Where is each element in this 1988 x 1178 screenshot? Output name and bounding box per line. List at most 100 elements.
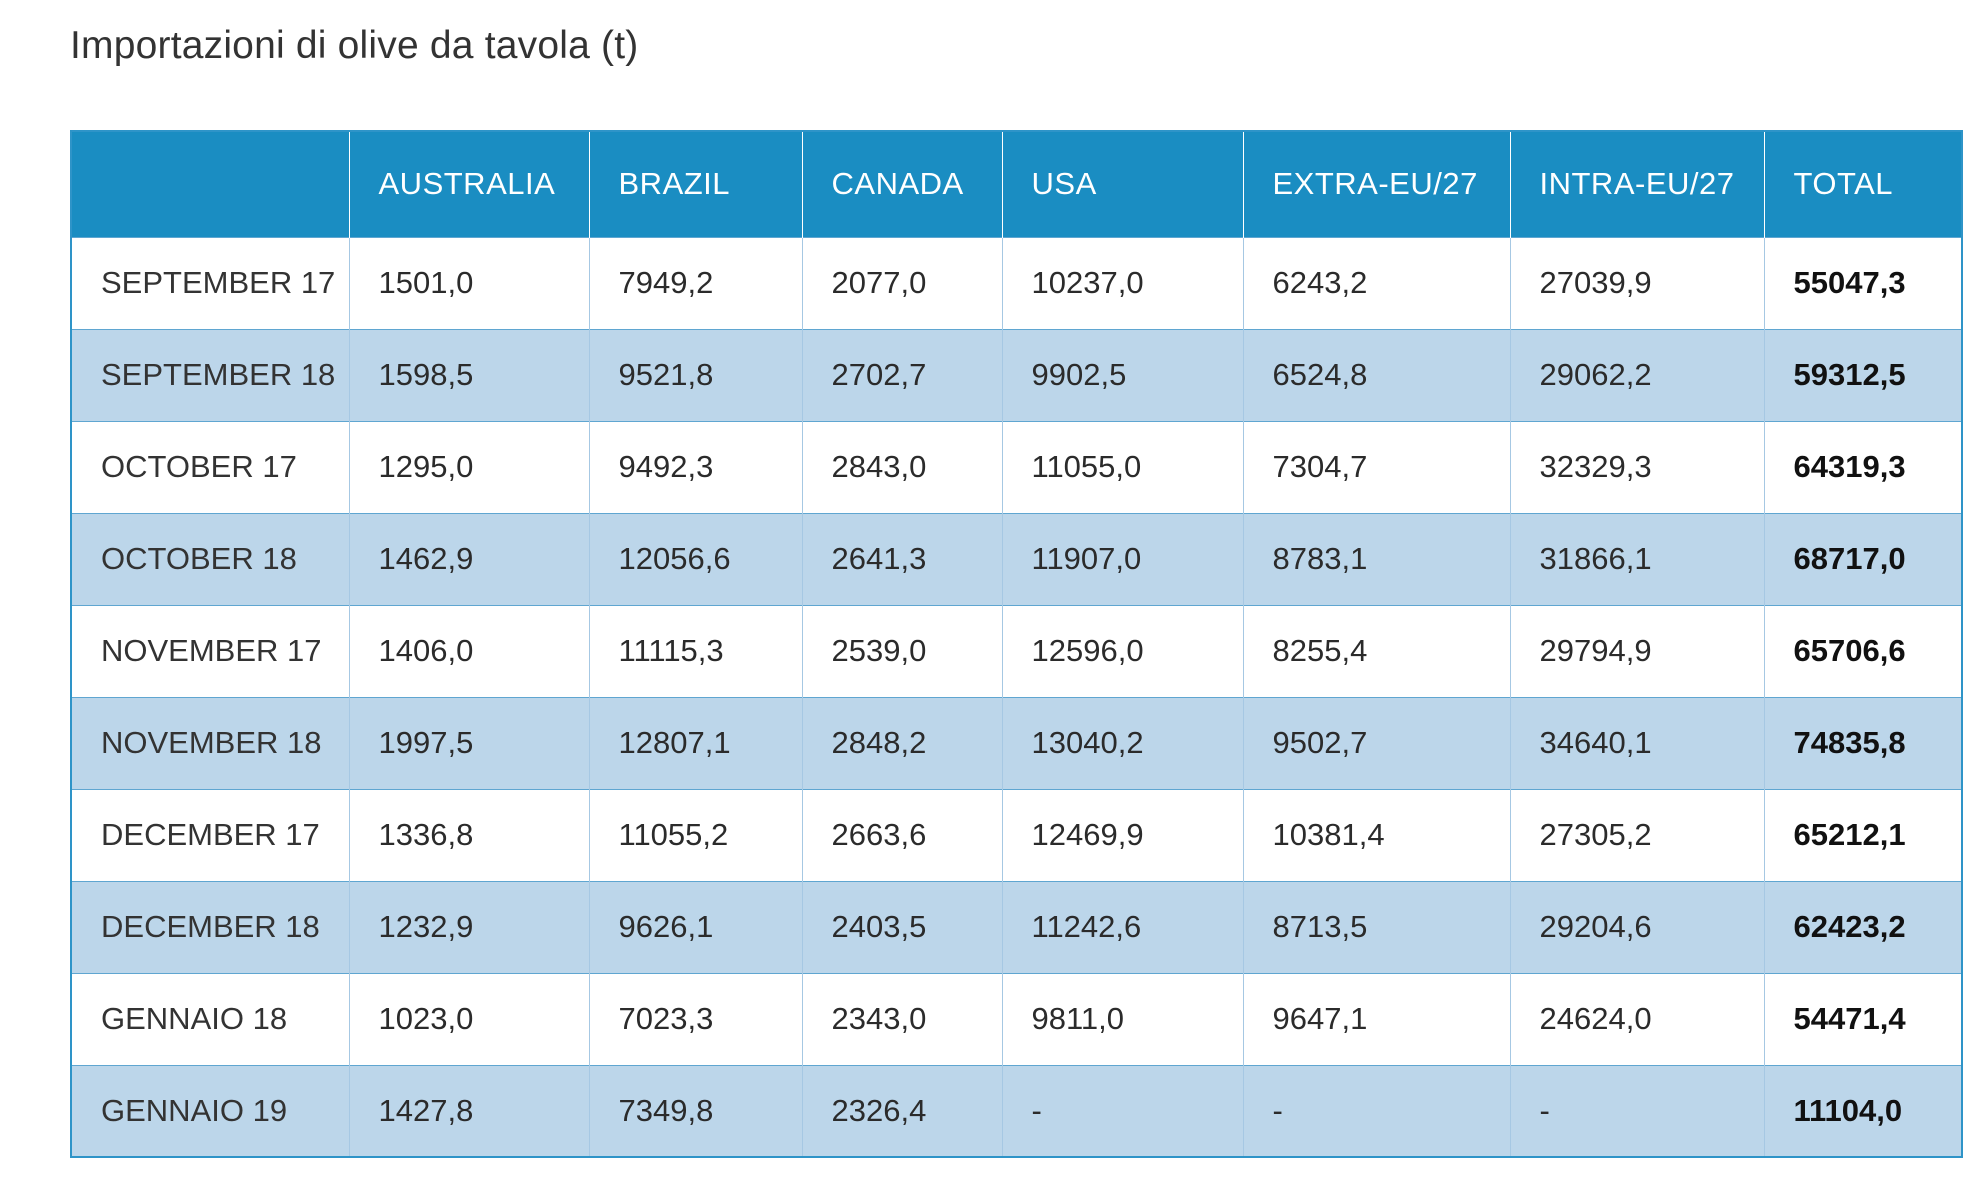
- cell-australia: 1427,8: [348, 1064, 589, 1157]
- cell-australia: 1295,0: [348, 420, 589, 513]
- table-row: SEPTEMBER 18 1598,5 9521,8 2702,7 9902,5…: [71, 328, 1962, 421]
- cell-brazil: 12056,6: [588, 512, 802, 605]
- row-label: SEPTEMBER 17: [71, 236, 349, 329]
- cell-brazil: 7349,8: [588, 1064, 802, 1157]
- cell-brazil: 7023,3: [588, 972, 802, 1065]
- cell-australia: 1336,8: [348, 788, 589, 881]
- cell-total: 11104,0: [1763, 1064, 1962, 1157]
- cell-usa: 11907,0: [1001, 512, 1243, 605]
- cell-total: 74835,8: [1763, 696, 1962, 789]
- cell-intra-eu27: -: [1509, 1064, 1764, 1157]
- table-row: GENNAIO 19 1427,8 7349,8 2326,4 - - - 11…: [71, 1064, 1962, 1157]
- cell-intra-eu27: 29204,6: [1509, 880, 1764, 973]
- cell-canada: 2343,0: [801, 972, 1002, 1065]
- column-header-australia: AUSTRALIA: [348, 131, 589, 237]
- cell-total: 65706,6: [1763, 604, 1962, 697]
- cell-total: 62423,2: [1763, 880, 1962, 973]
- cell-brazil: 9492,3: [588, 420, 802, 513]
- cell-total: 68717,0: [1763, 512, 1962, 605]
- table-row: OCTOBER 17 1295,0 9492,3 2843,0 11055,0 …: [71, 420, 1962, 513]
- row-label: OCTOBER 17: [71, 420, 349, 513]
- cell-total: 59312,5: [1763, 328, 1962, 421]
- cell-brazil: 9626,1: [588, 880, 802, 973]
- cell-extra-eu27: 7304,7: [1242, 420, 1510, 513]
- cell-canada: 2843,0: [801, 420, 1002, 513]
- column-header-period: [71, 131, 349, 237]
- cell-usa: -: [1001, 1064, 1243, 1157]
- cell-extra-eu27: 10381,4: [1242, 788, 1510, 881]
- cell-intra-eu27: 27305,2: [1509, 788, 1764, 881]
- cell-canada: 2403,5: [801, 880, 1002, 973]
- cell-brazil: 11115,3: [588, 604, 802, 697]
- column-header-total: TOTAL: [1763, 131, 1962, 237]
- page-title: Importazioni di olive da tavola (t): [70, 24, 639, 67]
- cell-total: 65212,1: [1763, 788, 1962, 881]
- row-label: OCTOBER 18: [71, 512, 349, 605]
- row-label: SEPTEMBER 18: [71, 328, 349, 421]
- cell-australia: 1406,0: [348, 604, 589, 697]
- column-header-brazil: BRAZIL: [588, 131, 802, 237]
- cell-australia: 1501,0: [348, 236, 589, 329]
- cell-extra-eu27: -: [1242, 1064, 1510, 1157]
- column-header-intra-eu27: INTRA-EU/27: [1509, 131, 1764, 237]
- cell-usa: 11055,0: [1001, 420, 1243, 513]
- cell-canada: 2663,6: [801, 788, 1002, 881]
- cell-australia: 1462,9: [348, 512, 589, 605]
- cell-australia: 1997,5: [348, 696, 589, 789]
- table-row: OCTOBER 18 1462,9 12056,6 2641,3 11907,0…: [71, 512, 1962, 605]
- cell-canada: 2702,7: [801, 328, 1002, 421]
- cell-intra-eu27: 29062,2: [1509, 328, 1764, 421]
- table-row: SEPTEMBER 17 1501,0 7949,2 2077,0 10237,…: [71, 236, 1962, 329]
- table-row: NOVEMBER 18 1997,5 12807,1 2848,2 13040,…: [71, 696, 1962, 789]
- cell-intra-eu27: 24624,0: [1509, 972, 1764, 1065]
- table-row: NOVEMBER 17 1406,0 11115,3 2539,0 12596,…: [71, 604, 1962, 697]
- cell-extra-eu27: 8713,5: [1242, 880, 1510, 973]
- cell-australia: 1232,9: [348, 880, 589, 973]
- cell-brazil: 7949,2: [588, 236, 802, 329]
- cell-usa: 13040,2: [1001, 696, 1243, 789]
- cell-australia: 1598,5: [348, 328, 589, 421]
- cell-extra-eu27: 8255,4: [1242, 604, 1510, 697]
- cell-canada: 2848,2: [801, 696, 1002, 789]
- cell-usa: 12469,9: [1001, 788, 1243, 881]
- row-label: GENNAIO 19: [71, 1064, 349, 1157]
- cell-extra-eu27: 8783,1: [1242, 512, 1510, 605]
- cell-usa: 11242,6: [1001, 880, 1243, 973]
- cell-usa: 10237,0: [1001, 236, 1243, 329]
- row-label: DECEMBER 17: [71, 788, 349, 881]
- cell-intra-eu27: 31866,1: [1509, 512, 1764, 605]
- cell-canada: 2539,0: [801, 604, 1002, 697]
- cell-canada: 2326,4: [801, 1064, 1002, 1157]
- cell-brazil: 11055,2: [588, 788, 802, 881]
- cell-extra-eu27: 6243,2: [1242, 236, 1510, 329]
- row-label: NOVEMBER 18: [71, 696, 349, 789]
- cell-brazil: 9521,8: [588, 328, 802, 421]
- column-header-usa: USA: [1001, 131, 1243, 237]
- table-header-row: AUSTRALIA BRAZIL CANADA USA EXTRA-EU/27 …: [71, 131, 1962, 237]
- table-row: DECEMBER 18 1232,9 9626,1 2403,5 11242,6…: [71, 880, 1962, 973]
- column-header-extra-eu27: EXTRA-EU/27: [1242, 131, 1510, 237]
- cell-canada: 2077,0: [801, 236, 1002, 329]
- cell-intra-eu27: 29794,9: [1509, 604, 1764, 697]
- cell-total: 54471,4: [1763, 972, 1962, 1065]
- cell-canada: 2641,3: [801, 512, 1002, 605]
- cell-usa: 9811,0: [1001, 972, 1243, 1065]
- cell-usa: 12596,0: [1001, 604, 1243, 697]
- cell-intra-eu27: 32329,3: [1509, 420, 1764, 513]
- cell-extra-eu27: 6524,8: [1242, 328, 1510, 421]
- cell-brazil: 12807,1: [588, 696, 802, 789]
- table-row: DECEMBER 17 1336,8 11055,2 2663,6 12469,…: [71, 788, 1962, 881]
- row-label: NOVEMBER 17: [71, 604, 349, 697]
- cell-extra-eu27: 9502,7: [1242, 696, 1510, 789]
- cell-total: 55047,3: [1763, 236, 1962, 329]
- cell-intra-eu27: 27039,9: [1509, 236, 1764, 329]
- row-label: GENNAIO 18: [71, 972, 349, 1065]
- cell-total: 64319,3: [1763, 420, 1962, 513]
- column-header-canada: CANADA: [801, 131, 1002, 237]
- cell-intra-eu27: 34640,1: [1509, 696, 1764, 789]
- table-row: GENNAIO 18 1023,0 7023,3 2343,0 9811,0 9…: [71, 972, 1962, 1065]
- cell-extra-eu27: 9647,1: [1242, 972, 1510, 1065]
- cell-australia: 1023,0: [348, 972, 589, 1065]
- row-label: DECEMBER 18: [71, 880, 349, 973]
- imports-table: AUSTRALIA BRAZIL CANADA USA EXTRA-EU/27 …: [70, 130, 1963, 1158]
